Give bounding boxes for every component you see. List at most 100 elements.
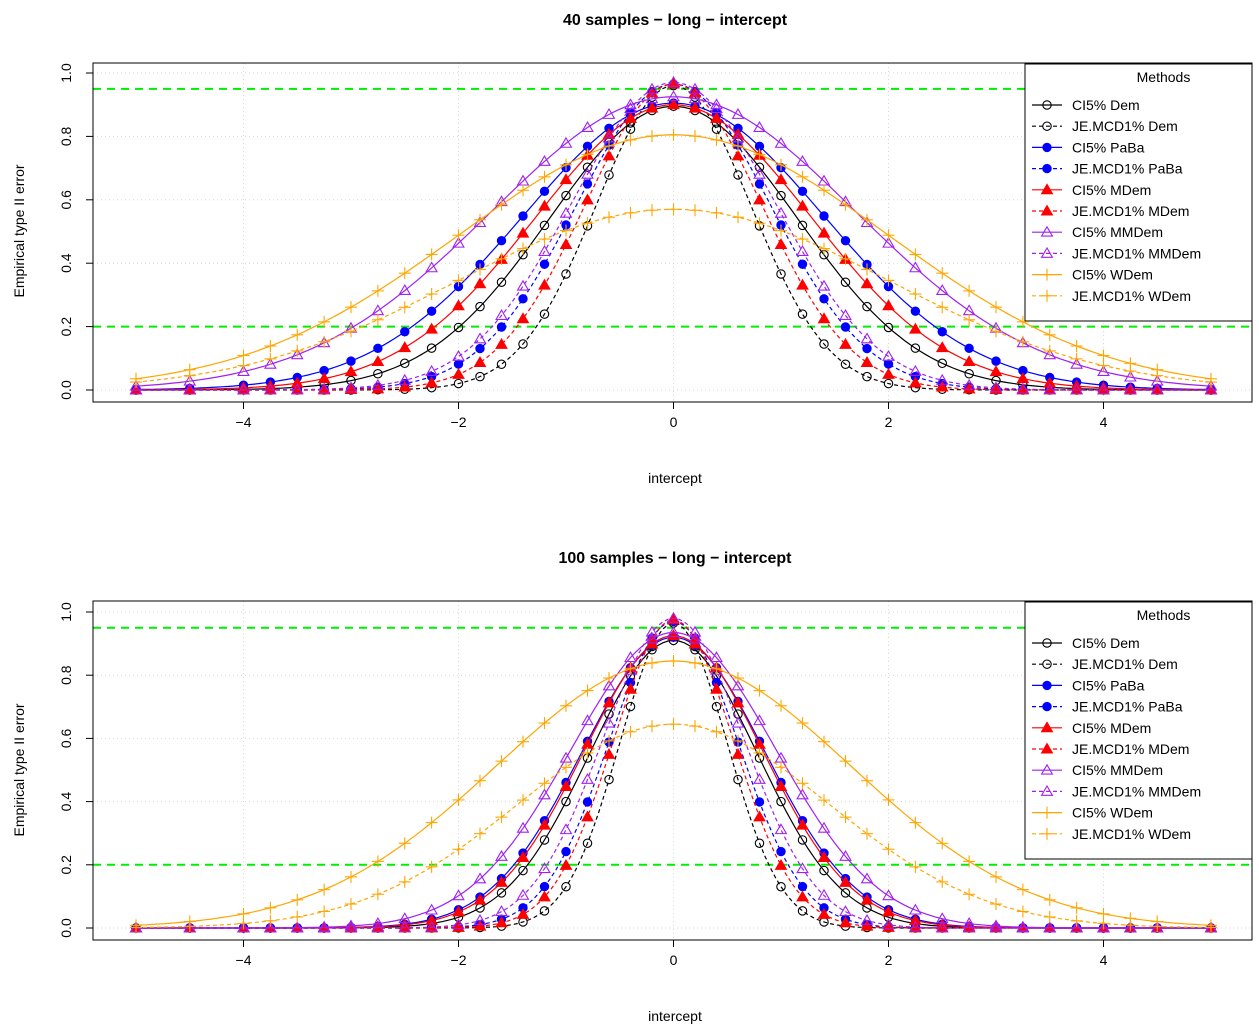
data-point	[989, 921, 1003, 933]
data-point	[425, 860, 438, 873]
data-point	[516, 851, 530, 862]
data-point	[776, 846, 786, 857]
data-point	[990, 870, 1002, 883]
data-point	[398, 267, 411, 280]
data-point	[426, 306, 437, 316]
data-point	[538, 233, 551, 246]
data-point	[371, 284, 384, 297]
data-point	[667, 203, 680, 216]
data-point	[1040, 784, 1054, 796]
data-point	[237, 917, 250, 930]
data-point	[910, 306, 921, 316]
data-point	[581, 217, 594, 230]
data-point	[989, 365, 1003, 377]
data-point	[910, 343, 921, 353]
data-point	[774, 780, 788, 791]
data-point	[817, 312, 831, 324]
data-point	[1042, 100, 1052, 110]
data-point	[689, 204, 701, 217]
data-point	[452, 905, 465, 917]
data-point	[581, 121, 594, 132]
data-point	[495, 198, 508, 211]
data-point	[710, 725, 723, 738]
data-point	[1040, 225, 1054, 237]
data-point	[603, 734, 615, 747]
data-point	[882, 274, 895, 287]
data-point	[909, 261, 922, 273]
data-point	[1070, 340, 1083, 353]
legend-label: CI5% MDem	[1072, 182, 1151, 198]
data-point	[753, 714, 766, 726]
series-line	[135, 96, 1212, 387]
legend-label: CI5% PaBa	[1072, 139, 1145, 155]
data-point	[1124, 921, 1137, 933]
data-point	[1205, 921, 1217, 934]
data-point	[839, 875, 852, 887]
data-point	[774, 238, 788, 250]
data-point	[935, 284, 949, 295]
data-point	[732, 734, 744, 747]
data-point	[753, 148, 766, 161]
data-point	[624, 651, 637, 663]
data-point	[473, 872, 487, 884]
data-point	[819, 294, 829, 304]
data-point	[1043, 348, 1057, 360]
y-tick-label: 0.6	[58, 728, 74, 748]
data-point	[1016, 382, 1030, 394]
data-point	[264, 914, 277, 927]
data-point	[1070, 357, 1083, 369]
data-point	[373, 343, 383, 354]
data-point	[496, 322, 507, 332]
data-point	[603, 211, 615, 224]
data-point	[496, 277, 507, 287]
data-point	[937, 358, 947, 369]
data-point	[398, 837, 411, 850]
data-point	[1097, 383, 1110, 395]
legend-label: CI5% WDem	[1072, 805, 1153, 821]
data-point	[475, 343, 485, 354]
data-point	[516, 907, 530, 919]
data-point	[561, 796, 571, 807]
data-point	[963, 313, 976, 326]
y-tick-label: 0.0	[58, 918, 74, 938]
chart-title: 100 samples − long − intercept	[559, 550, 793, 567]
data-point	[398, 875, 411, 888]
data-point	[1041, 268, 1053, 281]
legend-label: JE.MCD1% MMDem	[1072, 245, 1201, 261]
data-point	[425, 288, 438, 301]
data-point	[962, 355, 976, 367]
data-point	[731, 747, 745, 759]
data-point	[796, 233, 809, 246]
legend-label: JE.MCD1% PaBa	[1072, 699, 1183, 715]
data-point	[796, 170, 809, 183]
data-point	[989, 381, 1003, 393]
data-point	[753, 684, 766, 697]
legend-title: Methods	[1137, 607, 1191, 623]
data-point	[291, 910, 304, 923]
data-point	[796, 245, 809, 256]
data-point	[710, 133, 723, 146]
data-point	[710, 206, 723, 219]
legend-label: CI5% Dem	[1072, 635, 1140, 651]
data-point	[962, 921, 976, 933]
data-point	[753, 193, 766, 205]
data-point	[819, 865, 829, 876]
data-point	[452, 299, 465, 311]
x-axis-label: intercept	[648, 470, 702, 486]
data-point	[604, 774, 614, 785]
data-point	[560, 699, 572, 712]
data-point	[425, 261, 438, 273]
data-point	[796, 717, 809, 730]
data-point	[839, 849, 852, 861]
data-point	[1043, 328, 1056, 341]
data-point	[581, 148, 594, 161]
data-point	[667, 654, 680, 667]
data-point	[882, 236, 895, 248]
data-point	[962, 382, 976, 394]
data-point	[517, 735, 529, 748]
data-point	[909, 376, 922, 388]
data-point	[667, 629, 680, 641]
data-point	[731, 696, 745, 708]
data-point	[346, 356, 356, 366]
data-point	[964, 368, 974, 379]
